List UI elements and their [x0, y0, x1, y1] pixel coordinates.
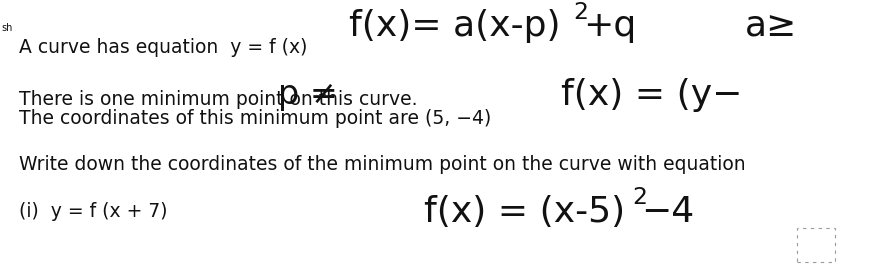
Text: A curve has equation  y = f (x): A curve has equation y = f (x) — [19, 38, 307, 57]
Text: f(x)= a(x-p): f(x)= a(x-p) — [349, 9, 560, 43]
Text: There is one minimum point on this curve.: There is one minimum point on this curve… — [19, 90, 417, 109]
Text: a≥: a≥ — [745, 9, 797, 43]
Text: sh: sh — [2, 23, 13, 33]
Text: −4: −4 — [641, 194, 695, 228]
Text: p ≠: p ≠ — [278, 78, 338, 111]
Text: 2: 2 — [574, 1, 589, 24]
Text: The coordinates of this minimum point are (5, −4): The coordinates of this minimum point ar… — [19, 109, 491, 129]
Text: f(x) = (y−: f(x) = (y− — [561, 77, 742, 112]
Text: 2: 2 — [632, 186, 647, 210]
Text: f(x) = (x-5): f(x) = (x-5) — [425, 194, 625, 228]
Text: +q: +q — [582, 9, 636, 43]
Bar — [797, 228, 835, 262]
Text: Write down the coordinates of the minimum point on the curve with equation: Write down the coordinates of the minimu… — [19, 155, 746, 174]
Text: (i)  y = f (x + 7): (i) y = f (x + 7) — [19, 202, 168, 221]
